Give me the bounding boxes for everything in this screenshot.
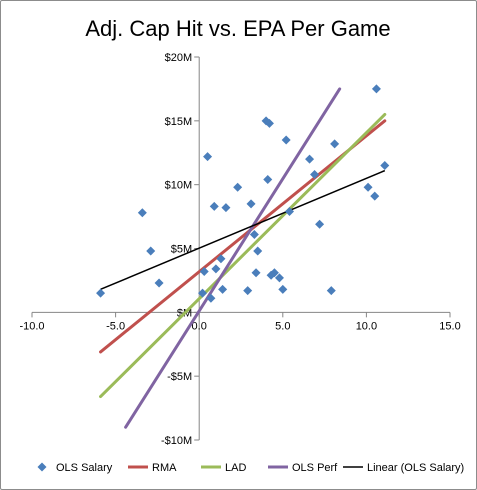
data-point — [216, 254, 226, 264]
data-point — [243, 286, 253, 296]
series-line-lad — [99, 112, 387, 399]
data-point — [264, 118, 274, 128]
y-tick-label: $5M — [171, 244, 192, 256]
legend-label: OLS Salary — [56, 462, 113, 474]
legend-label: OLS Perf — [292, 462, 338, 474]
data-point — [137, 208, 147, 218]
data-point — [246, 199, 256, 209]
x-tick-labels: -10.0 -5.0 0.0 5.0 10.0 15.0 — [19, 320, 460, 332]
y-tick-label: $20M — [165, 52, 193, 64]
data-point — [146, 246, 156, 256]
data-point — [206, 293, 216, 303]
x-tick-label: -10.0 — [19, 320, 44, 332]
data-point — [330, 139, 340, 149]
legend-label: Linear (OLS Salary) — [367, 462, 464, 474]
data-point — [233, 182, 243, 192]
data-point — [263, 175, 273, 185]
data-point — [269, 268, 279, 278]
trendline — [100, 169, 386, 291]
legend: OLS Salary RMA LAD OLS Perf Linear (OLS Sala… — [37, 462, 464, 474]
legend-label: RMA — [152, 462, 177, 474]
series-points — [96, 84, 390, 303]
data-point — [370, 191, 380, 201]
data-point — [305, 154, 315, 164]
legend-marker — [37, 462, 47, 472]
data-point — [198, 288, 208, 298]
data-point — [154, 278, 164, 288]
legend-label: LAD — [225, 462, 246, 474]
data-point — [253, 246, 263, 256]
data-point — [284, 206, 294, 216]
y-tick-label: $15M — [165, 116, 193, 128]
x-tick-label: -5.0 — [106, 320, 125, 332]
data-point — [380, 161, 390, 171]
y-tick-label: -$5M — [167, 371, 192, 383]
series-lines — [99, 87, 387, 429]
data-point — [326, 286, 336, 296]
data-point — [281, 135, 291, 145]
data-point — [218, 284, 228, 294]
y-tick-label: $10M — [165, 180, 193, 192]
x-tick-label: 10.0 — [356, 320, 377, 332]
x-tick-label: 15.0 — [439, 320, 460, 332]
data-point — [251, 268, 261, 278]
data-point — [278, 284, 288, 294]
axes — [31, 56, 451, 441]
data-point — [371, 84, 381, 94]
data-point — [249, 229, 259, 239]
data-point — [363, 182, 373, 192]
x-tick-label: 5.0 — [275, 320, 290, 332]
series-line-rma — [99, 119, 387, 354]
chart-title: Adj. Cap Hit vs. EPA Per Game — [85, 16, 390, 41]
data-point — [203, 152, 213, 162]
y-tick-label: -$10M — [161, 435, 192, 447]
data-point — [310, 169, 320, 179]
data-point — [209, 201, 219, 211]
data-point — [96, 288, 106, 298]
data-point — [274, 273, 284, 283]
data-point — [199, 266, 209, 276]
series-line-ols-perf — [124, 87, 342, 429]
data-point — [315, 219, 325, 229]
x-tick-label: 0.0 — [192, 320, 207, 332]
y-tick-labels: -$10M-$5M$M$5M$10M$15M$20M — [161, 52, 192, 447]
data-point — [221, 203, 231, 213]
data-point — [211, 264, 221, 274]
